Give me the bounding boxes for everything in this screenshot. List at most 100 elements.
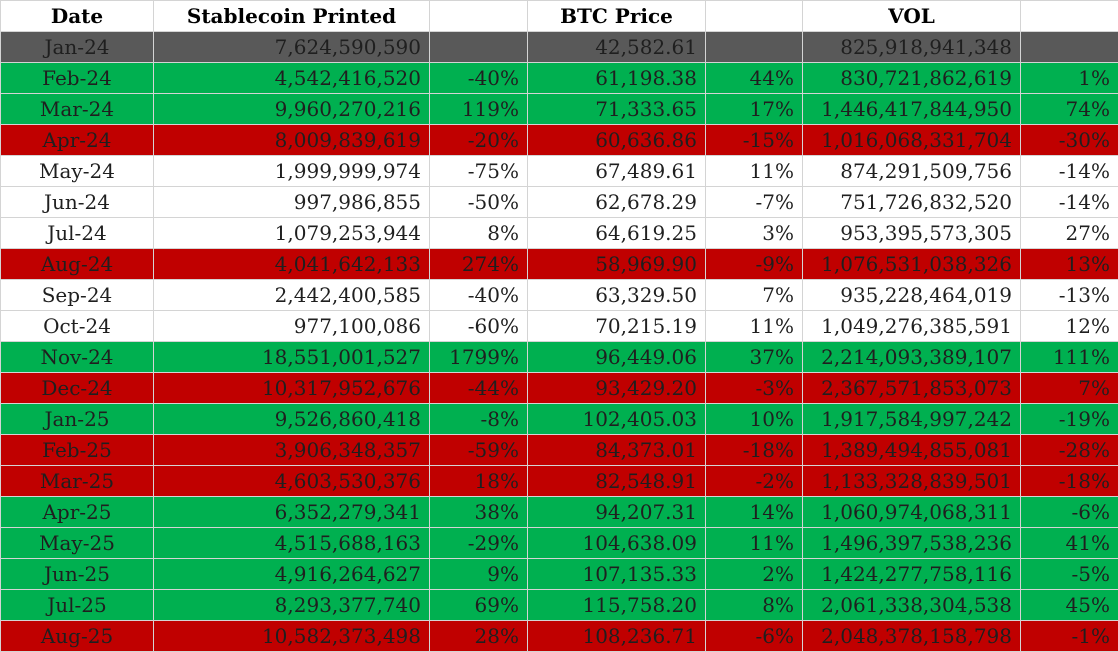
cell-stablecoin-printed: 10,582,373,498 — [154, 621, 430, 652]
cell-stablecoin-change: -60% — [430, 311, 528, 342]
header-btc-price: BTC Price — [528, 1, 706, 32]
cell-stablecoin-printed: 7,624,590,590 — [154, 32, 430, 63]
cell-date: Sep-24 — [1, 280, 154, 311]
cell-vol-change: 12% — [1021, 311, 1118, 342]
cell-btc-change: -9% — [706, 249, 803, 280]
cell-vol-change: -18% — [1021, 466, 1118, 497]
cell-vol: 2,048,378,158,798 — [803, 621, 1021, 652]
cell-vol: 1,446,417,844,950 — [803, 94, 1021, 125]
cell-stablecoin-change — [430, 32, 528, 63]
cell-btc-change: 14% — [706, 497, 803, 528]
cell-btc-change: -18% — [706, 435, 803, 466]
cell-btc-price: 70,215.19 — [528, 311, 706, 342]
cell-vol-change: 27% — [1021, 218, 1118, 249]
cell-stablecoin-printed: 4,515,688,163 — [154, 528, 430, 559]
cell-vol-change: -14% — [1021, 187, 1118, 218]
cell-vol: 1,917,584,997,242 — [803, 404, 1021, 435]
cell-vol: 2,061,338,304,538 — [803, 590, 1021, 621]
cell-btc-change: 11% — [706, 311, 803, 342]
cell-date: Dec-24 — [1, 373, 154, 404]
cell-btc-price: 107,135.33 — [528, 559, 706, 590]
cell-btc-change: 11% — [706, 528, 803, 559]
cell-stablecoin-change: -20% — [430, 125, 528, 156]
cell-btc-price: 84,373.01 — [528, 435, 706, 466]
header-vol-change — [1021, 1, 1118, 32]
table-header: Date Stablecoin Printed BTC Price VOL — [1, 1, 1118, 32]
cell-vol-change: -6% — [1021, 497, 1118, 528]
cell-btc-price: 60,636.86 — [528, 125, 706, 156]
cell-btc-change: 44% — [706, 63, 803, 94]
cell-btc-change: 3% — [706, 218, 803, 249]
header-date: Date — [1, 1, 154, 32]
cell-date: Mar-25 — [1, 466, 154, 497]
cell-vol: 1,496,397,538,236 — [803, 528, 1021, 559]
cell-vol-change: -1% — [1021, 621, 1118, 652]
cell-stablecoin-printed: 10,317,952,676 — [154, 373, 430, 404]
cell-stablecoin-printed: 4,916,264,627 — [154, 559, 430, 590]
cell-date: Jan-24 — [1, 32, 154, 63]
cell-date: Aug-24 — [1, 249, 154, 280]
cell-vol: 2,214,093,389,107 — [803, 342, 1021, 373]
cell-stablecoin-printed: 6,352,279,341 — [154, 497, 430, 528]
cell-btc-price: 42,582.61 — [528, 32, 706, 63]
cell-btc-change: -3% — [706, 373, 803, 404]
cell-stablecoin-change: -44% — [430, 373, 528, 404]
cell-vol: 825,918,941,348 — [803, 32, 1021, 63]
cell-btc-price: 102,405.03 — [528, 404, 706, 435]
cell-date: Apr-24 — [1, 125, 154, 156]
cell-vol: 1,389,494,855,081 — [803, 435, 1021, 466]
cell-stablecoin-change: 1799% — [430, 342, 528, 373]
cell-stablecoin-printed: 1,999,999,974 — [154, 156, 430, 187]
cell-btc-change: 17% — [706, 94, 803, 125]
cell-btc-change: 37% — [706, 342, 803, 373]
cell-date: Mar-24 — [1, 94, 154, 125]
cell-stablecoin-printed: 977,100,086 — [154, 311, 430, 342]
cell-stablecoin-printed: 3,906,348,357 — [154, 435, 430, 466]
cell-stablecoin-printed: 1,079,253,944 — [154, 218, 430, 249]
cell-btc-change: -7% — [706, 187, 803, 218]
cell-date: Aug-25 — [1, 621, 154, 652]
cell-date: Apr-25 — [1, 497, 154, 528]
cell-btc-price: 58,969.90 — [528, 249, 706, 280]
cell-date: Jul-25 — [1, 590, 154, 621]
cell-stablecoin-printed: 4,603,530,376 — [154, 466, 430, 497]
header-stablecoin-change — [430, 1, 528, 32]
cell-vol: 2,367,571,853,073 — [803, 373, 1021, 404]
header-btc-change — [706, 1, 803, 32]
cell-stablecoin-change: 9% — [430, 559, 528, 590]
cell-vol-change: 111% — [1021, 342, 1118, 373]
cell-vol-change: -28% — [1021, 435, 1118, 466]
cell-date: May-25 — [1, 528, 154, 559]
cell-vol: 935,228,464,019 — [803, 280, 1021, 311]
header-vol: VOL — [803, 1, 1021, 32]
cell-date: Jul-24 — [1, 218, 154, 249]
cell-btc-price: 67,489.61 — [528, 156, 706, 187]
cell-date: Jun-25 — [1, 559, 154, 590]
cell-btc-change: 10% — [706, 404, 803, 435]
cell-stablecoin-printed: 8,009,839,619 — [154, 125, 430, 156]
cell-stablecoin-printed: 4,542,416,520 — [154, 63, 430, 94]
cell-vol-change: -30% — [1021, 125, 1118, 156]
cell-vol: 1,060,974,068,311 — [803, 497, 1021, 528]
cell-stablecoin-printed: 9,526,860,418 — [154, 404, 430, 435]
cell-btc-change: 8% — [706, 590, 803, 621]
cell-btc-price: 82,548.91 — [528, 466, 706, 497]
cell-vol-change — [1021, 32, 1118, 63]
